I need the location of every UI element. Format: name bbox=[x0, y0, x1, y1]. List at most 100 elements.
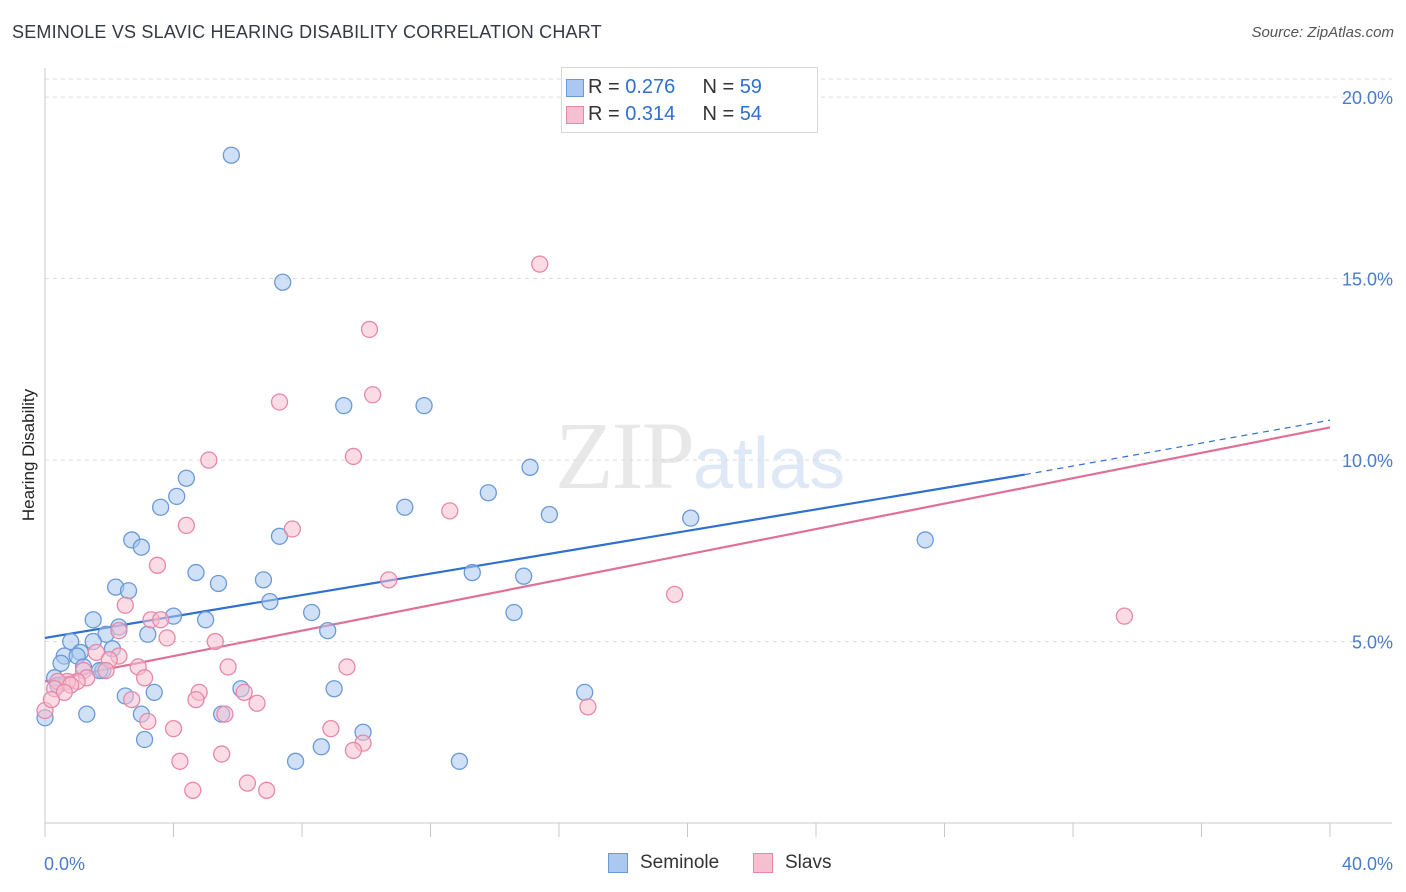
source-label: Source: ZipAtlas.com bbox=[1251, 24, 1394, 41]
data-point bbox=[235, 683, 253, 701]
data-point bbox=[213, 745, 231, 763]
legend-n-value: 59 bbox=[739, 76, 762, 98]
y-tick-label: 5.0% bbox=[1352, 633, 1393, 653]
legend-n-value: 54 bbox=[739, 103, 762, 125]
data-point bbox=[415, 396, 433, 415]
data-point bbox=[184, 781, 202, 799]
correlation-legend: R = 0.276 N = 59 R = 0.314 N = 54 bbox=[561, 67, 818, 133]
data-point bbox=[270, 393, 289, 411]
data-point bbox=[682, 509, 700, 527]
bottom-legend-slavs: Slavs bbox=[753, 852, 832, 874]
data-point bbox=[1115, 607, 1134, 625]
data-point bbox=[274, 273, 292, 291]
data-point bbox=[335, 396, 353, 415]
y-tick-label: 10.0% bbox=[1342, 451, 1393, 471]
data-point bbox=[139, 625, 157, 643]
gridlines bbox=[45, 78, 1392, 643]
data-point bbox=[206, 632, 224, 651]
data-point bbox=[42, 690, 61, 709]
data-point bbox=[158, 629, 176, 647]
data-point bbox=[151, 611, 170, 629]
data-point bbox=[364, 386, 382, 404]
data-point bbox=[261, 592, 279, 611]
legend-r-label: R = bbox=[588, 103, 626, 125]
data-point bbox=[116, 596, 134, 614]
data-point bbox=[52, 654, 70, 672]
tick-labels: 5.0% 10.0% 15.0% 20.0% 0.0% 40.0% Hearing Disa… bbox=[19, 88, 1393, 874]
trend-line-extension bbox=[1024, 419, 1331, 476]
data-point bbox=[145, 683, 163, 701]
data-point bbox=[521, 458, 539, 476]
data-point bbox=[177, 469, 196, 487]
data-point bbox=[187, 563, 205, 582]
data-point bbox=[258, 781, 276, 799]
x-tick-label: 0.0% bbox=[44, 854, 85, 874]
data-point bbox=[135, 730, 154, 749]
data-point bbox=[396, 498, 414, 516]
data-point bbox=[148, 556, 167, 574]
data-point bbox=[325, 680, 343, 698]
data-point bbox=[222, 146, 240, 164]
data-point bbox=[62, 632, 80, 651]
data-point bbox=[319, 621, 337, 640]
bottom-legend-swatch-seminole bbox=[608, 853, 628, 873]
data-point bbox=[338, 658, 356, 676]
data-point bbox=[151, 498, 170, 516]
series-seminole bbox=[36, 146, 934, 770]
axes bbox=[44, 68, 1392, 837]
data-points bbox=[36, 146, 1134, 799]
data-point bbox=[177, 516, 196, 535]
data-point bbox=[322, 719, 340, 738]
data-point bbox=[164, 719, 183, 738]
data-point bbox=[916, 531, 934, 549]
data-point bbox=[200, 451, 218, 469]
data-point bbox=[97, 661, 115, 680]
legend-n-label: N = bbox=[702, 76, 740, 98]
watermark-atlas: atlas bbox=[693, 424, 846, 504]
legend-swatch-slavs bbox=[566, 106, 584, 124]
y-axis-title: Hearing Disability bbox=[19, 388, 38, 521]
data-point bbox=[123, 690, 141, 709]
data-point bbox=[87, 643, 106, 662]
data-point bbox=[238, 774, 257, 792]
data-point bbox=[531, 255, 549, 273]
legend-row-seminole: R = 0.276 N = 59 bbox=[566, 76, 762, 99]
legend-n-label: N = bbox=[702, 103, 740, 125]
chart-title: SEMINOLE VS SLAVIC HEARING DISABILITY CO… bbox=[12, 22, 602, 42]
trend-lines bbox=[44, 419, 1331, 683]
data-point bbox=[78, 705, 96, 723]
data-point bbox=[139, 712, 157, 731]
y-tick-label: 15.0% bbox=[1342, 270, 1393, 290]
legend-r-label: R = bbox=[588, 76, 626, 98]
trend-line-seminole bbox=[44, 473, 1025, 639]
data-point bbox=[196, 611, 215, 629]
data-point bbox=[479, 484, 497, 502]
data-point bbox=[110, 621, 128, 640]
data-point bbox=[119, 582, 138, 600]
watermark-zip: ZIP bbox=[555, 402, 695, 509]
data-point bbox=[283, 520, 302, 538]
data-point bbox=[505, 603, 523, 622]
data-point bbox=[286, 752, 305, 770]
data-point bbox=[132, 538, 151, 556]
series-slavs bbox=[36, 255, 1134, 799]
data-point bbox=[135, 669, 154, 687]
data-point bbox=[579, 698, 597, 716]
data-point bbox=[441, 502, 459, 520]
data-point bbox=[254, 571, 273, 589]
data-point bbox=[380, 571, 398, 589]
data-point bbox=[171, 752, 189, 770]
data-point bbox=[248, 694, 266, 712]
trend-line-slavs bbox=[44, 426, 1331, 683]
data-point bbox=[216, 705, 234, 723]
data-point bbox=[187, 690, 205, 709]
data-point bbox=[344, 447, 363, 466]
watermark: ZIPatlas bbox=[555, 400, 845, 511]
data-point bbox=[463, 563, 481, 582]
data-point bbox=[84, 611, 102, 629]
legend-r-value: 0.276 bbox=[625, 76, 676, 98]
bottom-legend-swatch-slavs bbox=[753, 853, 773, 873]
y-tick-label: 20.0% bbox=[1342, 88, 1393, 108]
bottom-legend-label: Slavs bbox=[785, 852, 832, 873]
